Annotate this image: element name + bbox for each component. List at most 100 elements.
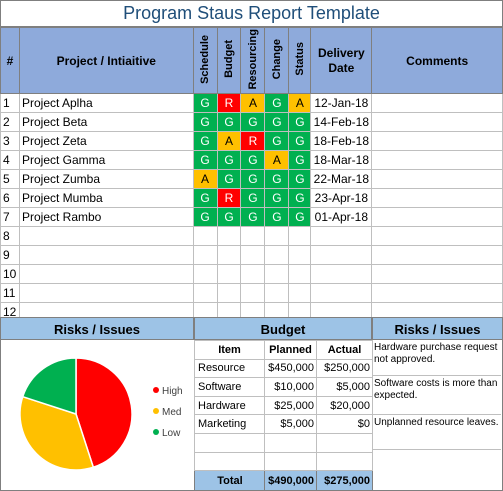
- project-name[interactable]: [18, 264, 194, 284]
- budget-status-cell[interactable]: [216, 264, 242, 284]
- status-status-cell[interactable]: G: [288, 131, 312, 151]
- comment-cell[interactable]: [371, 207, 503, 227]
- resourcing-status-cell[interactable]: [240, 226, 266, 246]
- budget-actual[interactable]: $0: [316, 414, 373, 434]
- budget-item[interactable]: Marketing: [194, 414, 265, 434]
- delivery-date[interactable]: 22-Mar-18: [310, 169, 373, 189]
- change-status-cell[interactable]: G: [264, 93, 290, 113]
- status-status-cell[interactable]: G: [288, 169, 312, 189]
- project-name[interactable]: [18, 283, 194, 303]
- delivery-date[interactable]: [310, 264, 373, 284]
- budget-item[interactable]: [194, 432, 265, 453]
- project-name[interactable]: Project Rambo: [18, 207, 194, 227]
- resourcing-status-cell[interactable]: [240, 264, 266, 284]
- budget-planned[interactable]: $5,000: [264, 414, 317, 434]
- status-status-cell[interactable]: [288, 283, 312, 303]
- resourcing-status-cell[interactable]: G: [240, 207, 266, 227]
- change-status-cell[interactable]: [264, 264, 290, 284]
- delivery-date[interactable]: 01-Apr-18: [310, 207, 373, 227]
- budget-status-cell[interactable]: [216, 283, 242, 303]
- delivery-date[interactable]: 23-Apr-18: [310, 188, 373, 208]
- budget-item[interactable]: [194, 451, 265, 472]
- status-status-cell[interactable]: G: [288, 207, 312, 227]
- status-status-cell[interactable]: A: [288, 93, 312, 113]
- comment-cell[interactable]: [371, 93, 503, 113]
- schedule-status-cell[interactable]: G: [192, 207, 218, 227]
- status-status-cell[interactable]: G: [288, 112, 312, 132]
- schedule-status-cell[interactable]: G: [192, 131, 218, 151]
- resourcing-status-cell[interactable]: [240, 245, 266, 265]
- budget-actual[interactable]: [316, 451, 373, 472]
- change-status-cell[interactable]: [264, 245, 290, 265]
- resourcing-status-cell[interactable]: G: [240, 169, 266, 189]
- status-status-cell[interactable]: [288, 245, 312, 265]
- budget-actual[interactable]: [316, 432, 373, 453]
- budget-actual[interactable]: $5,000: [316, 377, 373, 397]
- comment-cell[interactable]: [371, 169, 503, 189]
- project-name[interactable]: Project Aplha: [18, 93, 194, 113]
- budget-item[interactable]: Hardware: [194, 395, 265, 416]
- delivery-date[interactable]: 14-Feb-18: [310, 112, 373, 132]
- resourcing-status-cell[interactable]: G: [240, 112, 266, 132]
- budget-actual[interactable]: $250,000: [316, 358, 373, 379]
- status-status-cell[interactable]: [288, 226, 312, 246]
- change-status-cell[interactable]: G: [264, 131, 290, 151]
- budget-status-cell[interactable]: G: [216, 207, 242, 227]
- schedule-status-cell[interactable]: G: [192, 112, 218, 132]
- comment-cell[interactable]: [371, 264, 503, 284]
- comment-cell[interactable]: [371, 131, 503, 151]
- schedule-status-cell[interactable]: G: [192, 150, 218, 170]
- delivery-date[interactable]: 12-Jan-18: [310, 93, 373, 113]
- change-status-cell[interactable]: G: [264, 169, 290, 189]
- resourcing-status-cell[interactable]: [240, 283, 266, 303]
- budget-item[interactable]: Software: [194, 377, 265, 397]
- budget-status-cell[interactable]: A: [216, 131, 242, 151]
- resourcing-status-cell[interactable]: A: [240, 93, 266, 113]
- resourcing-status-cell[interactable]: G: [240, 188, 266, 208]
- comment-cell[interactable]: [371, 226, 503, 246]
- budget-planned[interactable]: $25,000: [264, 395, 317, 416]
- budget-planned[interactable]: $10,000: [264, 377, 317, 397]
- comment-cell[interactable]: [371, 245, 503, 265]
- budget-status-cell[interactable]: [216, 245, 242, 265]
- project-name[interactable]: [18, 226, 194, 246]
- schedule-status-cell[interactable]: [192, 226, 218, 246]
- budget-status-cell[interactable]: G: [216, 150, 242, 170]
- budget-actual[interactable]: $20,000: [316, 395, 373, 416]
- status-status-cell[interactable]: G: [288, 150, 312, 170]
- change-status-cell[interactable]: G: [264, 112, 290, 132]
- project-name[interactable]: Project Beta: [18, 112, 194, 132]
- change-status-cell[interactable]: [264, 226, 290, 246]
- change-status-cell[interactable]: G: [264, 207, 290, 227]
- status-status-cell[interactable]: [288, 264, 312, 284]
- delivery-date[interactable]: [310, 245, 373, 265]
- budget-planned[interactable]: [264, 432, 317, 453]
- change-status-cell[interactable]: [264, 283, 290, 303]
- comment-cell[interactable]: [371, 188, 503, 208]
- comment-cell[interactable]: [371, 112, 503, 132]
- budget-status-cell[interactable]: R: [216, 188, 242, 208]
- project-name[interactable]: Project Zeta: [18, 131, 194, 151]
- resourcing-status-cell[interactable]: R: [240, 131, 266, 151]
- schedule-status-cell[interactable]: [192, 283, 218, 303]
- project-name[interactable]: [18, 245, 194, 265]
- budget-status-cell[interactable]: G: [216, 169, 242, 189]
- budget-status-cell[interactable]: G: [216, 112, 242, 132]
- comment-cell[interactable]: [371, 150, 503, 170]
- schedule-status-cell[interactable]: G: [192, 188, 218, 208]
- schedule-status-cell[interactable]: A: [192, 169, 218, 189]
- schedule-status-cell[interactable]: [192, 264, 218, 284]
- schedule-status-cell[interactable]: G: [192, 93, 218, 113]
- comment-cell[interactable]: [371, 283, 503, 303]
- delivery-date[interactable]: [310, 226, 373, 246]
- budget-planned[interactable]: [264, 451, 317, 472]
- budget-item[interactable]: Resource: [194, 358, 265, 379]
- status-status-cell[interactable]: G: [288, 188, 312, 208]
- delivery-date[interactable]: [310, 283, 373, 303]
- delivery-date[interactable]: 18-Mar-18: [310, 150, 373, 170]
- project-name[interactable]: Project Zumba: [18, 169, 194, 189]
- schedule-status-cell[interactable]: [192, 245, 218, 265]
- budget-status-cell[interactable]: [216, 226, 242, 246]
- budget-status-cell[interactable]: R: [216, 93, 242, 113]
- resourcing-status-cell[interactable]: G: [240, 150, 266, 170]
